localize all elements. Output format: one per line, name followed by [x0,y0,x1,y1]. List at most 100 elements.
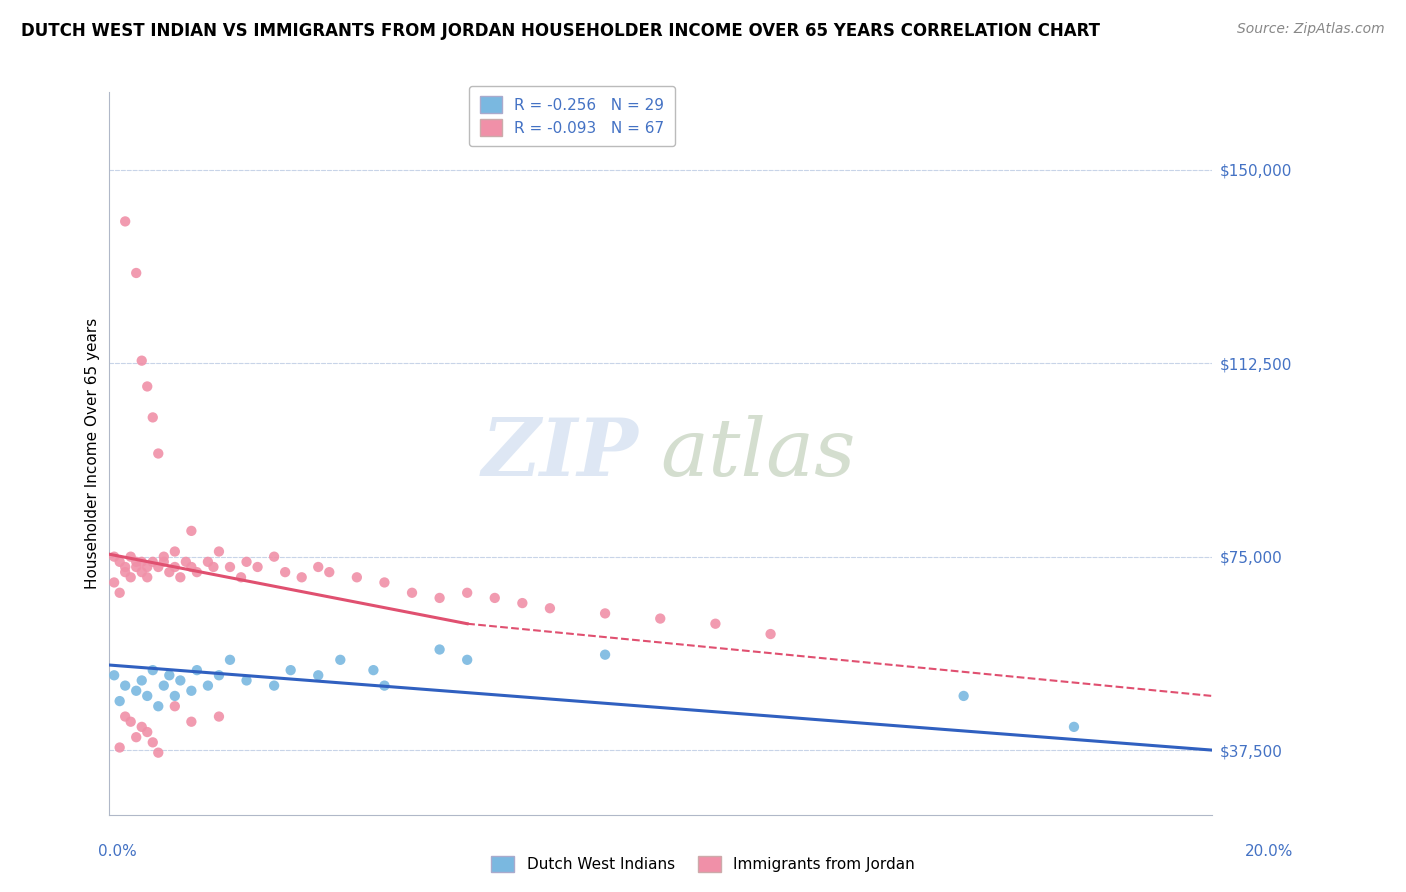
Point [538,601,561,615]
Point [163,689,186,703]
Point [180,714,202,729]
Y-axis label: Householder Income Over 65 years: Householder Income Over 65 years [86,318,100,589]
Point [229,570,252,584]
Point [114,679,136,693]
Point [346,570,368,584]
Point [131,720,153,734]
Legend: Dutch West Indians, Immigrants from Jordan: Dutch West Indians, Immigrants from Jord… [484,848,922,880]
Point [318,565,340,579]
Point [142,555,165,569]
Point [208,668,231,682]
Point [186,565,208,579]
Text: 0.0%: 0.0% [98,845,138,859]
Point [152,555,174,569]
Point [103,549,125,564]
Point [152,549,174,564]
Point [952,689,974,703]
Point [650,611,672,625]
Point [180,524,202,538]
Point [197,679,219,693]
Point [114,560,136,574]
Point [108,740,131,755]
Point [401,586,423,600]
Point [114,565,136,579]
Point [142,735,165,749]
Point [219,653,242,667]
Point [512,596,534,610]
Point [120,570,142,584]
Point [163,544,186,558]
Point [108,555,131,569]
Text: 20.0%: 20.0% [1246,845,1294,859]
Point [103,575,125,590]
Point [136,560,159,574]
Point [136,379,159,393]
Point [163,560,186,574]
Point [197,555,219,569]
Point [429,591,451,605]
Point [120,549,142,564]
Point [174,555,197,569]
Point [456,586,478,600]
Point [148,699,170,714]
Point [125,555,148,569]
Point [373,575,395,590]
Legend: R = -0.256   N = 29, R = -0.093   N = 67: R = -0.256 N = 29, R = -0.093 N = 67 [470,86,675,146]
Point [131,555,153,569]
Point [202,560,225,574]
Point [307,560,329,574]
Point [125,560,148,574]
Point [125,730,148,744]
Point [235,673,257,688]
Point [373,679,395,693]
Point [125,683,148,698]
Point [274,565,297,579]
Point [136,689,159,703]
Point [180,560,202,574]
Point [131,353,153,368]
Point [329,653,352,667]
Point [169,673,191,688]
Point [169,570,191,584]
Point [219,560,242,574]
Point [704,616,727,631]
Point [125,266,148,280]
Text: Source: ZipAtlas.com: Source: ZipAtlas.com [1237,22,1385,37]
Point [456,653,478,667]
Point [120,714,142,729]
Point [152,679,174,693]
Point [142,410,165,425]
Point [157,565,180,579]
Point [157,668,180,682]
Point [163,699,186,714]
Point [263,549,285,564]
Point [208,544,231,558]
Text: ZIP: ZIP [481,415,638,492]
Point [186,663,208,677]
Point [484,591,506,605]
Point [136,570,159,584]
Point [280,663,302,677]
Point [114,214,136,228]
Point [103,668,125,682]
Point [593,607,616,621]
Point [235,555,257,569]
Point [363,663,385,677]
Point [131,565,153,579]
Point [148,560,170,574]
Point [114,709,136,723]
Point [148,446,170,460]
Point [429,642,451,657]
Point [759,627,782,641]
Point [593,648,616,662]
Point [1063,720,1085,734]
Point [136,725,159,739]
Point [180,683,202,698]
Point [142,663,165,677]
Point [291,570,314,584]
Text: atlas: atlas [661,415,856,492]
Point [131,673,153,688]
Point [148,746,170,760]
Text: DUTCH WEST INDIAN VS IMMIGRANTS FROM JORDAN HOUSEHOLDER INCOME OVER 65 YEARS COR: DUTCH WEST INDIAN VS IMMIGRANTS FROM JOR… [21,22,1099,40]
Point [108,586,131,600]
